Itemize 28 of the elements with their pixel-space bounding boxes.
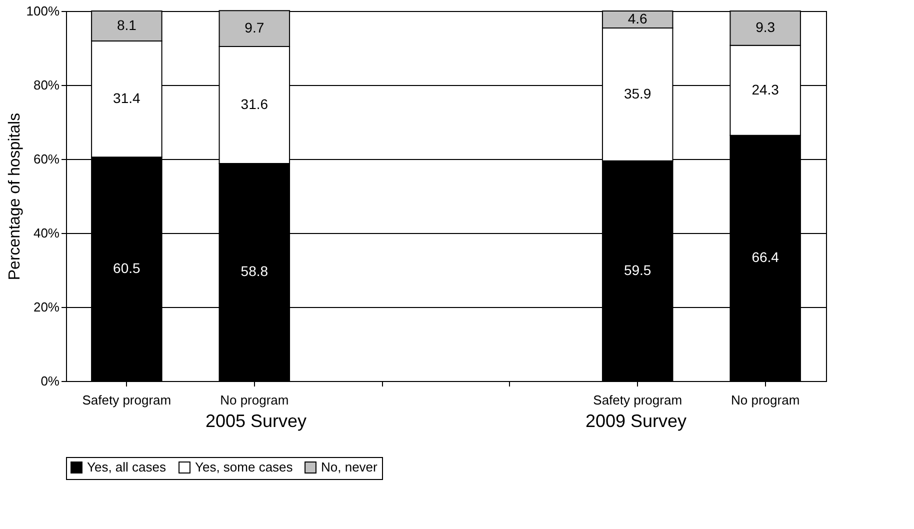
data-label: 9.7 — [244, 20, 264, 36]
data-label: 4.6 — [628, 10, 648, 27]
y-tick-label: 100% — [26, 4, 60, 18]
text: 2009 Survey — [585, 411, 687, 431]
data-label: 58.8 — [240, 263, 268, 280]
data-label: 66.4 — [752, 249, 780, 266]
y-tick-label: 20% — [33, 300, 60, 314]
text: 2005 Survey — [205, 411, 307, 431]
x-tick-label: No program — [220, 392, 289, 408]
data-label: 60.5 — [113, 260, 141, 276]
y-tick-label: 0% — [40, 374, 60, 388]
data-label: 35.9 — [624, 85, 652, 102]
legend-label: Yes, some cases — [195, 460, 294, 475]
y-axis-title: Percentage of hospitals — [6, 112, 24, 280]
data-label: 8.1 — [116, 16, 137, 33]
data-label: 31.4 — [113, 90, 141, 106]
legend-label: No, never — [321, 460, 378, 475]
x-tick-label: Safety program — [82, 392, 172, 408]
y-tick-label: 80% — [33, 78, 60, 92]
data-label: 24.3 — [752, 81, 780, 98]
y-tick-label: 60% — [33, 152, 60, 166]
x-tick-label: Safety program — [593, 392, 682, 408]
legend-label: Yes, all cases — [87, 460, 167, 475]
data-label: 31.6 — [240, 96, 268, 112]
x-tick-label: No program — [731, 392, 800, 408]
data-label: 59.5 — [624, 262, 652, 278]
y-tick-label: 40% — [33, 226, 60, 240]
data-label: 9.3 — [756, 19, 776, 36]
